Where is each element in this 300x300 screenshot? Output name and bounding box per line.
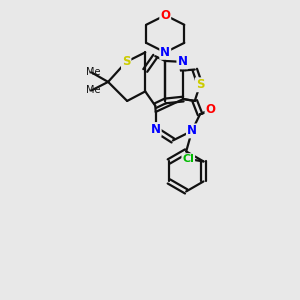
Text: Me: Me [86, 85, 100, 95]
Text: N: N [151, 123, 161, 136]
Text: O: O [160, 9, 170, 22]
Text: Me: Me [86, 68, 100, 77]
Text: N: N [177, 56, 188, 68]
Text: O: O [206, 103, 215, 116]
Text: N: N [187, 124, 197, 137]
Text: S: S [196, 78, 204, 91]
Text: S: S [122, 56, 130, 68]
Text: Cl: Cl [182, 154, 194, 164]
Text: N: N [160, 46, 170, 59]
